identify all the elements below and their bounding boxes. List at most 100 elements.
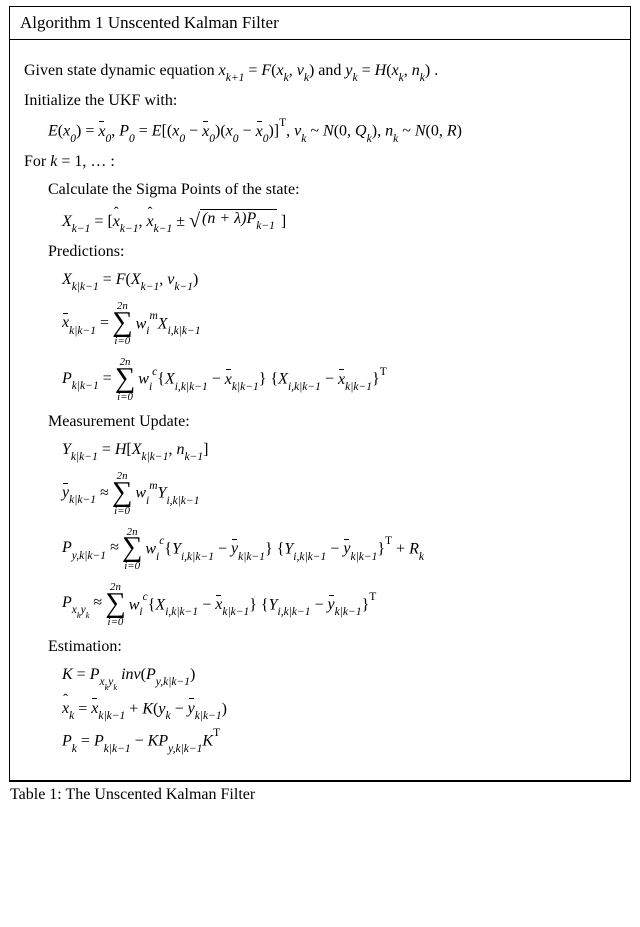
sym-X: X (131, 271, 141, 288)
sym-X: X (62, 213, 72, 230)
meas-eq3: Py,k|k−1 ≈ 2n∑i=0 wic{Yi,k|k−1 − yk|k−1}… (24, 527, 616, 573)
sym-X: X (165, 371, 175, 388)
sub: i (149, 381, 152, 393)
sym-N: N (415, 123, 426, 140)
sym-x: x (392, 62, 399, 79)
sup-T: T (279, 117, 286, 129)
est-eq1: K = Pxkyk inv(Py,k|k−1) (24, 666, 616, 688)
sum-icon: 2n∑i=0 (115, 357, 136, 403)
sub: k (72, 743, 77, 755)
sym-P: P (94, 732, 104, 749)
given-mid: and (318, 62, 345, 79)
sub: i (156, 551, 159, 563)
sub: 0 (179, 133, 185, 145)
given-line: Given state dynamic equation xk+1 = F(xk… (24, 62, 616, 82)
sum-icon: 2n∑i=0 (112, 301, 133, 347)
pred-eq1: Xk|k−1 = F(Xk−1, vk−1) (24, 271, 616, 291)
sub: k|k−1 (69, 494, 96, 506)
sym-P: P (62, 539, 72, 556)
sub: k|k−1 (72, 281, 99, 293)
meas-label: Measurement Update: (24, 413, 616, 431)
algorithm-box: Algorithm 1 Unscented Kalman Filter Give… (9, 6, 631, 782)
sup-T: T (380, 366, 387, 378)
caption-text: The Unscented Kalman Filter (65, 786, 255, 803)
for-line: For k = 1, … : (24, 153, 616, 171)
sym-K: K (148, 732, 159, 749)
sym-w: w (135, 485, 146, 502)
sub: k (301, 133, 306, 145)
inv: inv (121, 666, 141, 683)
sub: i,k|k−1 (293, 551, 326, 563)
zero: 0 (431, 123, 439, 140)
sym-w: w (145, 540, 156, 557)
sub: k (304, 72, 309, 84)
sym-X: X (158, 315, 168, 332)
sub: y,k|k−1 (72, 550, 106, 562)
sup: m (149, 310, 157, 322)
sub: i,k|k−1 (165, 606, 198, 618)
sym-X: X (62, 271, 72, 288)
sym-w: w (138, 371, 149, 388)
sub: 0 (70, 133, 76, 145)
sub: 0 (105, 133, 111, 145)
sym-x: x (225, 371, 232, 388)
sym-K: K (202, 732, 213, 749)
xbar: x (338, 370, 345, 389)
sub: x (99, 676, 104, 688)
est-label: Estimation: (24, 638, 616, 656)
sub: k (165, 710, 170, 722)
sub: k (69, 710, 74, 722)
pred-eq2: xk|k−1 = 2n∑i=0 wimXi,k|k−1 (24, 301, 616, 347)
sub: k (419, 551, 424, 563)
sym-N: N (323, 123, 334, 140)
sup: m (149, 480, 157, 492)
sym-n: n (207, 210, 215, 227)
sub: i (146, 495, 149, 507)
sub: k (393, 133, 398, 145)
sym-K: K (62, 666, 73, 683)
given-prefix: Given state dynamic equation (24, 62, 219, 79)
sym-R: R (409, 540, 419, 557)
sub: i (146, 325, 149, 337)
sum-icon: 2n∑i=0 (112, 471, 133, 517)
sub: i (139, 606, 142, 618)
xbar: x (225, 370, 232, 389)
for-prefix: For (24, 153, 50, 170)
sym-H: H (115, 441, 127, 458)
sym-x: x (226, 123, 233, 140)
sym-P: P (62, 594, 72, 611)
sum-lower: i=0 (122, 561, 143, 572)
sym-Q: Q (355, 123, 367, 140)
sym-w: w (136, 315, 147, 332)
sub: i,k|k−1 (175, 381, 208, 393)
sub: i,k|k−1 (166, 495, 199, 507)
table-caption: Table 1: The Unscented Kalman Filter (0, 784, 640, 806)
sub: k|k−1 (195, 710, 222, 722)
sub: k (367, 133, 372, 145)
sub: k−1 (256, 220, 275, 232)
algorithm-body: Given state dynamic equation xk+1 = F(xk… (10, 40, 630, 781)
caption-label: Table 1: (10, 786, 62, 803)
sub: k|k−1 (71, 451, 98, 463)
init-label: Initialize the UKF with: (24, 92, 616, 110)
sub: k|k−1 (98, 710, 125, 722)
algorithm-header: Algorithm 1 Unscented Kalman Filter (10, 7, 630, 40)
xhat: x (147, 213, 154, 231)
sub: k (77, 611, 81, 620)
sub: k−1 (174, 281, 193, 293)
ybar: y (328, 595, 335, 614)
algorithm-label: Algorithm 1 (20, 13, 104, 32)
sub: k|k−1 (350, 551, 377, 563)
sub: i,k|k−1 (168, 325, 201, 337)
meas-eq2: yk|k−1 ≈ 2n∑i=0 wimYi,k|k−1 (24, 471, 616, 517)
sym-X: X (278, 371, 288, 388)
sym-x: x (219, 62, 226, 79)
sum-lower: i=0 (115, 392, 136, 403)
xhat: x (113, 213, 120, 231)
sub: y (81, 604, 86, 616)
sigma-eq: Xk−1 = [xk−1, xk−1 ± √(n + λ)Pk−1 ] (24, 209, 616, 233)
sym-K: K (142, 700, 153, 717)
sym-x: x (113, 213, 120, 230)
algorithm-title: Unscented Kalman Filter (108, 13, 279, 32)
sum-lower: i=0 (112, 506, 133, 517)
